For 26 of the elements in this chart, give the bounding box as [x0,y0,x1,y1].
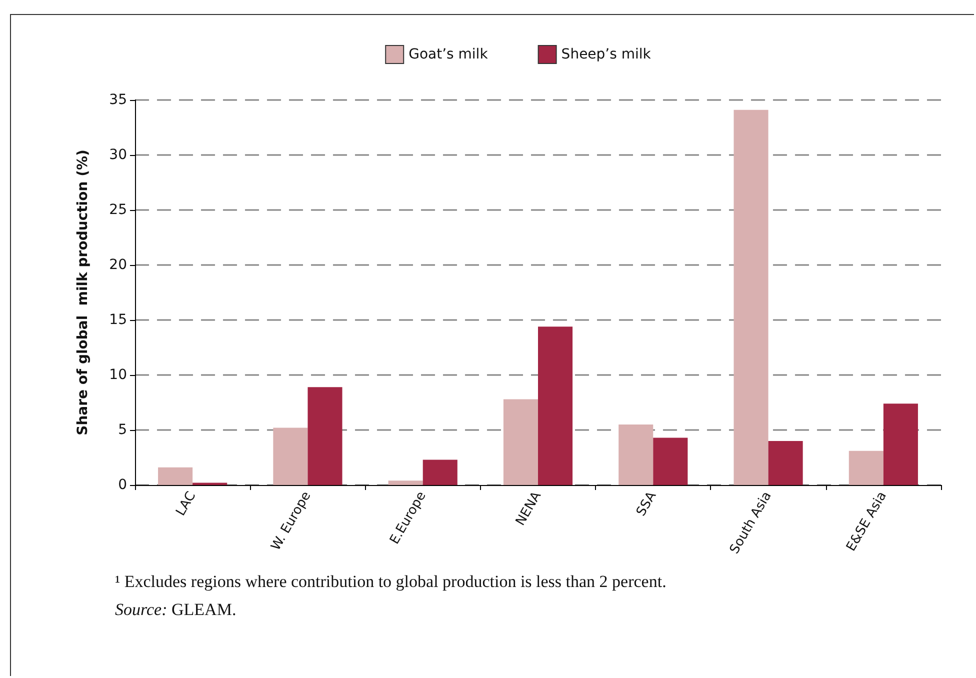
bar [883,404,918,485]
source-note: Source: GLEAM. [115,599,238,621]
y-tick-label: 25 [109,202,127,218]
y-tick-label: 10 [109,367,127,383]
text: ¹ Excludes regions where contribution to global production is less than 2 percent. [115,571,666,593]
y-tick-label: 20 [109,257,127,273]
bar [848,450,884,485]
bar [618,424,654,485]
bar [388,480,423,485]
legend-label: Sheep’s milk [561,46,652,62]
bar [768,441,803,485]
bar [273,428,308,485]
legend-label: Goat’s milk [408,46,489,62]
bar [734,110,768,485]
y-tick-label: 5 [118,422,127,438]
bar [158,467,193,485]
bar [503,399,538,485]
bar [653,438,688,485]
bar [422,460,458,485]
y-tick-label: 30 [109,147,127,163]
bar [538,326,573,485]
y-tick-label: 0 [118,477,127,493]
y-tick-label: 15 [109,312,127,328]
y-tick-label: 35 [109,92,127,108]
bar [308,387,342,485]
y-axis-title: Share of global milk production (%) [75,150,91,436]
